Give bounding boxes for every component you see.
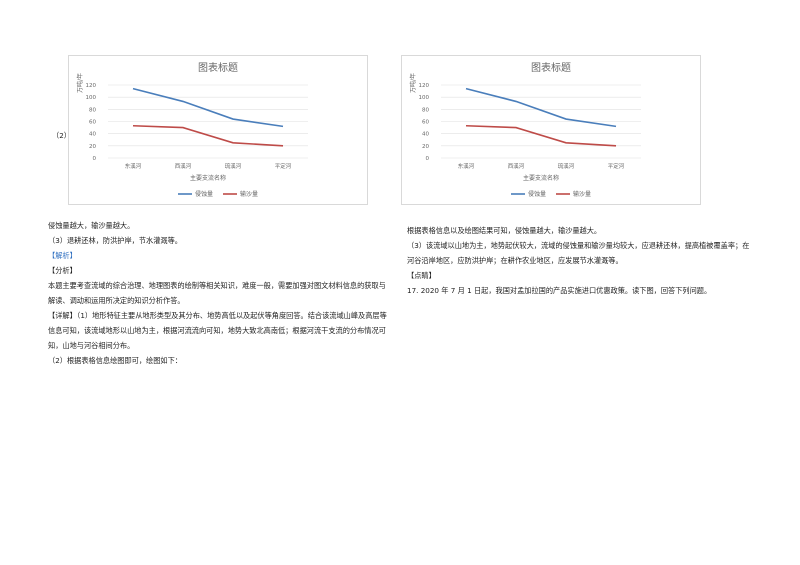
section-label: 【点睛】 (407, 271, 436, 280)
text: 【详解】（1）地形特征主要从地形类型及其分布、地势高低以及起伏等角度回答。结合该… (48, 311, 387, 350)
chart-frame (68, 55, 368, 205)
y-axis-title: 万吨/年 (76, 73, 84, 93)
legend-label: 侵蚀量 (528, 190, 546, 198)
text: （2）根据表格信息绘图即可，绘图如下： (48, 356, 182, 365)
data-line (132, 124, 284, 147)
y-tick-label: 100 (419, 95, 430, 101)
y-axis-title: 万吨/年 (409, 73, 417, 93)
chart-title: 图表标题 (531, 61, 571, 74)
x-tick-label: 琉溪河 (225, 162, 242, 170)
question-marker: （2） (52, 131, 71, 140)
y-tick-label: 100 (86, 95, 97, 101)
x-tick-label: 西溪河 (175, 162, 192, 170)
text: 17. 2020 年 7 月 1 日起，我国对孟加拉国的产品实施进口优惠政策。读… (407, 286, 712, 295)
y-tick-label: 120 (86, 83, 97, 89)
legend-label: 输沙量 (240, 190, 258, 198)
x-tick-label: 平定河 (275, 162, 292, 170)
x-axis-title: 主要支流名称 (523, 174, 559, 182)
y-tick-label: 60 (422, 120, 429, 126)
section-label: 【解析】 (48, 251, 77, 260)
y-tick-label: 40 (89, 132, 96, 138)
y-tick-label: 80 (422, 107, 429, 113)
legend-label: 侵蚀量 (195, 190, 213, 198)
text: 根据表格信息以及绘图结果可知，侵蚀量越大，输沙量越大。 (407, 226, 602, 235)
text: （3）退耕还林，防洪护岸，节水灌溉等。 (48, 236, 182, 245)
y-tick-label: 40 (422, 132, 429, 138)
y-tick-label: 0 (426, 156, 430, 162)
data-line (465, 124, 617, 147)
y-tick-label: 60 (89, 120, 96, 126)
y-tick-label: 0 (93, 156, 97, 162)
x-tick-label: 平定河 (608, 162, 625, 170)
data-line (465, 87, 617, 128)
x-tick-label: 东溪河 (458, 162, 475, 170)
legend-label: 输沙量 (573, 190, 591, 198)
section-label: 【分析】 (48, 266, 77, 275)
x-tick-label: 西溪河 (508, 162, 525, 170)
y-tick-label: 20 (422, 144, 429, 150)
x-tick-label: 东溪河 (125, 162, 142, 170)
chart-title: 图表标题 (198, 61, 238, 74)
x-axis-title: 主要支流名称 (190, 174, 226, 182)
y-tick-label: 20 (89, 144, 96, 150)
text: （3）该流域以山地为主，地势起伏较大，流域的侵蚀量和输沙量均较大，应退耕还林，提… (407, 241, 750, 265)
data-line (132, 87, 284, 128)
chart-frame (401, 55, 701, 205)
x-tick-label: 琉溪河 (558, 162, 575, 170)
text: 侵蚀量越大，输沙量越大。 (48, 221, 135, 230)
text: 本题主要考查流域的综合治理、地理图表的绘制等相关知识，难度一般，需要加强对图文材… (48, 281, 386, 305)
y-tick-label: 120 (419, 83, 430, 89)
y-tick-label: 80 (89, 107, 96, 113)
